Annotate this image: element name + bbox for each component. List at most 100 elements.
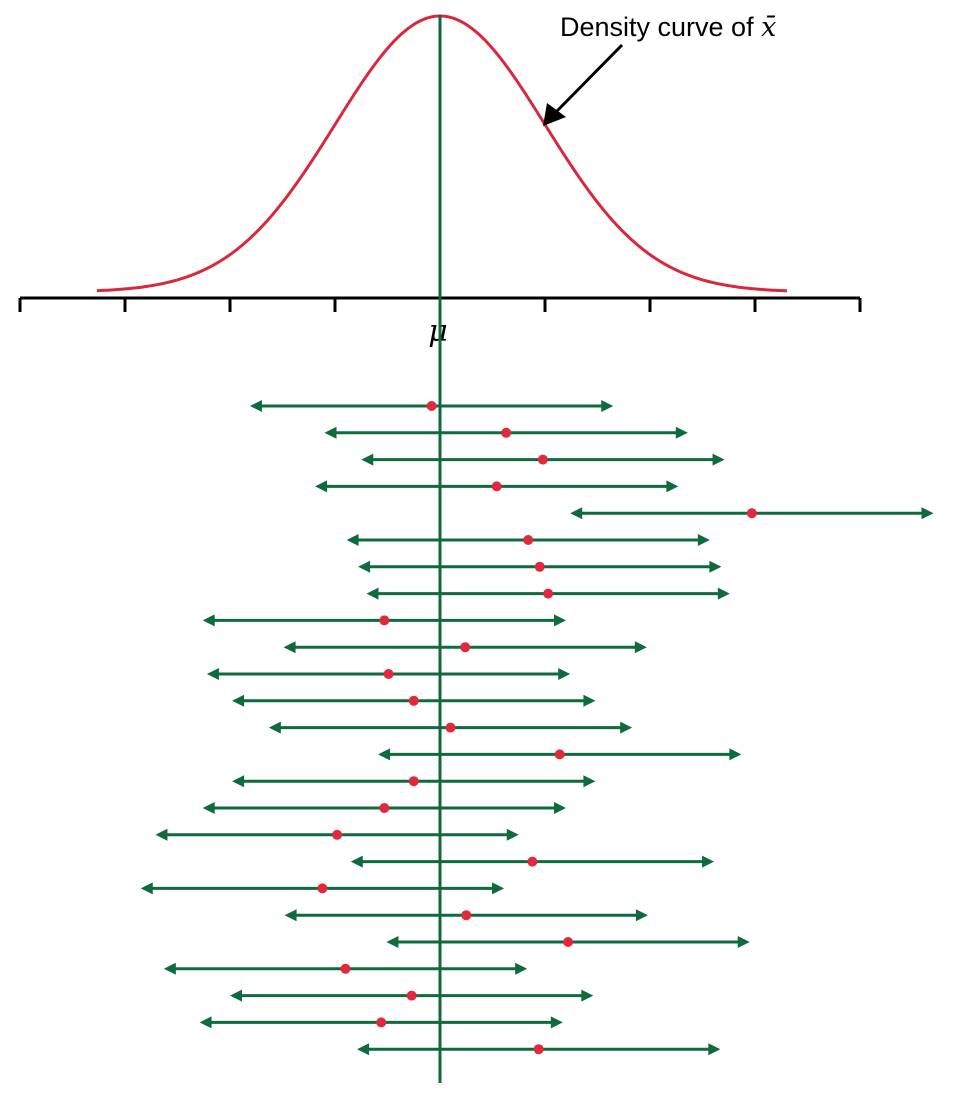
interval-row bbox=[202, 614, 566, 627]
interval-left-arrowhead bbox=[199, 1016, 212, 1029]
density-curve bbox=[96, 14, 788, 293]
interval-left-arrowhead bbox=[232, 694, 245, 707]
sample-mean-point bbox=[426, 401, 437, 411]
interval-left-arrowhead bbox=[230, 989, 242, 1002]
interval-left-arrowhead bbox=[206, 668, 219, 680]
density-curve-label-text: Density curve of bbox=[560, 12, 761, 42]
sample-mean-point bbox=[554, 749, 565, 760]
interval-left-arrowhead bbox=[202, 802, 215, 814]
sample-mean-point bbox=[332, 829, 343, 840]
sample-mean-point bbox=[408, 776, 419, 787]
interval-left-arrowhead bbox=[350, 855, 363, 868]
interval-right-arrowhead bbox=[675, 426, 688, 439]
interval-left-arrowhead bbox=[386, 936, 399, 948]
interval-right-arrowhead bbox=[921, 507, 934, 520]
interval-right-arrowhead bbox=[554, 614, 566, 627]
sample-mean-point bbox=[491, 481, 502, 492]
interval-right-arrowhead bbox=[558, 668, 571, 680]
interval-right-arrowhead bbox=[729, 748, 742, 761]
sample-mean-point bbox=[501, 427, 512, 438]
sample-mean-point bbox=[523, 535, 534, 545]
sample-mean-point bbox=[340, 963, 351, 974]
interval-right-arrowhead bbox=[515, 962, 528, 975]
interval-right-arrowhead bbox=[708, 1043, 721, 1056]
interval-row bbox=[232, 694, 596, 707]
interval-left-arrowhead bbox=[202, 614, 215, 627]
interval-right-arrowhead bbox=[634, 641, 647, 654]
interval-row bbox=[386, 936, 750, 948]
interval-row bbox=[284, 909, 648, 922]
interval-row bbox=[199, 1016, 563, 1029]
interval-left-arrowhead bbox=[378, 748, 391, 761]
interval-row bbox=[206, 668, 571, 680]
sample-mean-point bbox=[445, 722, 456, 733]
interval-row bbox=[155, 828, 519, 841]
interval-right-arrowhead bbox=[717, 587, 730, 600]
interval-left-arrowhead bbox=[249, 400, 262, 412]
interval-left-arrowhead bbox=[346, 534, 359, 546]
interval-right-arrowhead bbox=[506, 828, 519, 841]
interval-row bbox=[315, 480, 679, 493]
interval-row bbox=[361, 453, 725, 466]
interval-row bbox=[366, 587, 730, 600]
sample-mean-point bbox=[746, 508, 757, 519]
interval-right-arrowhead bbox=[620, 721, 633, 734]
interval-row bbox=[140, 882, 505, 895]
interval-right-arrowhead bbox=[581, 989, 594, 1002]
sample-mean-point bbox=[461, 910, 472, 921]
interval-left-arrowhead bbox=[324, 426, 337, 439]
sample-mean-point bbox=[383, 669, 394, 679]
interval-left-arrowhead bbox=[357, 1043, 370, 1056]
interval-left-arrowhead bbox=[232, 775, 245, 788]
sample-mean-point bbox=[543, 588, 554, 599]
interval-right-arrowhead bbox=[583, 775, 596, 788]
interval-row bbox=[202, 802, 566, 814]
interval-right-arrowhead bbox=[702, 855, 715, 868]
sample-mean-point bbox=[460, 642, 471, 653]
interval-right-arrowhead bbox=[712, 453, 725, 466]
interval-right-arrowhead bbox=[554, 802, 566, 814]
interval-row bbox=[249, 400, 614, 412]
mu-label: μ bbox=[428, 314, 448, 349]
interval-left-arrowhead bbox=[283, 641, 296, 654]
sample-mean-point bbox=[533, 1044, 544, 1055]
interval-right-arrowhead bbox=[709, 560, 722, 573]
sample-mean-point bbox=[379, 615, 390, 626]
interval-left-arrowhead bbox=[163, 962, 176, 975]
sample-mean-point bbox=[408, 695, 419, 706]
x-bar-symbol: x̄ bbox=[761, 12, 776, 43]
sample-mean-point bbox=[527, 856, 538, 867]
interval-row bbox=[357, 1043, 721, 1056]
interval-row bbox=[346, 534, 710, 546]
interval-row bbox=[283, 641, 647, 654]
interval-right-arrowhead bbox=[550, 1016, 563, 1029]
interval-right-arrowhead bbox=[697, 534, 710, 546]
interval-row bbox=[570, 507, 934, 520]
sample-mean-point bbox=[317, 883, 328, 894]
interval-right-arrowhead bbox=[737, 936, 750, 948]
interval-left-arrowhead bbox=[570, 507, 583, 520]
interval-row bbox=[268, 721, 633, 734]
interval-row bbox=[378, 748, 742, 761]
density-curve-label: Density curve of x̄ bbox=[560, 12, 776, 43]
interval-right-arrowhead bbox=[583, 694, 596, 707]
interval-row bbox=[230, 989, 594, 1002]
interval-row bbox=[350, 855, 715, 868]
interval-row bbox=[358, 560, 722, 573]
confidence-intervals bbox=[140, 400, 934, 1056]
interval-right-arrowhead bbox=[492, 882, 505, 895]
interval-left-arrowhead bbox=[284, 909, 297, 922]
interval-right-arrowhead bbox=[666, 480, 679, 493]
interval-row bbox=[163, 962, 528, 975]
sample-mean-point bbox=[379, 803, 390, 813]
annotation-arrow bbox=[543, 43, 624, 126]
interval-row bbox=[324, 426, 688, 439]
interval-left-arrowhead bbox=[358, 560, 371, 573]
sample-mean-point bbox=[537, 454, 548, 465]
sample-mean-point bbox=[406, 990, 417, 1001]
sample-mean-point bbox=[534, 561, 545, 572]
interval-left-arrowhead bbox=[361, 453, 374, 466]
interval-right-arrowhead bbox=[601, 400, 614, 412]
interval-left-arrowhead bbox=[140, 882, 153, 895]
